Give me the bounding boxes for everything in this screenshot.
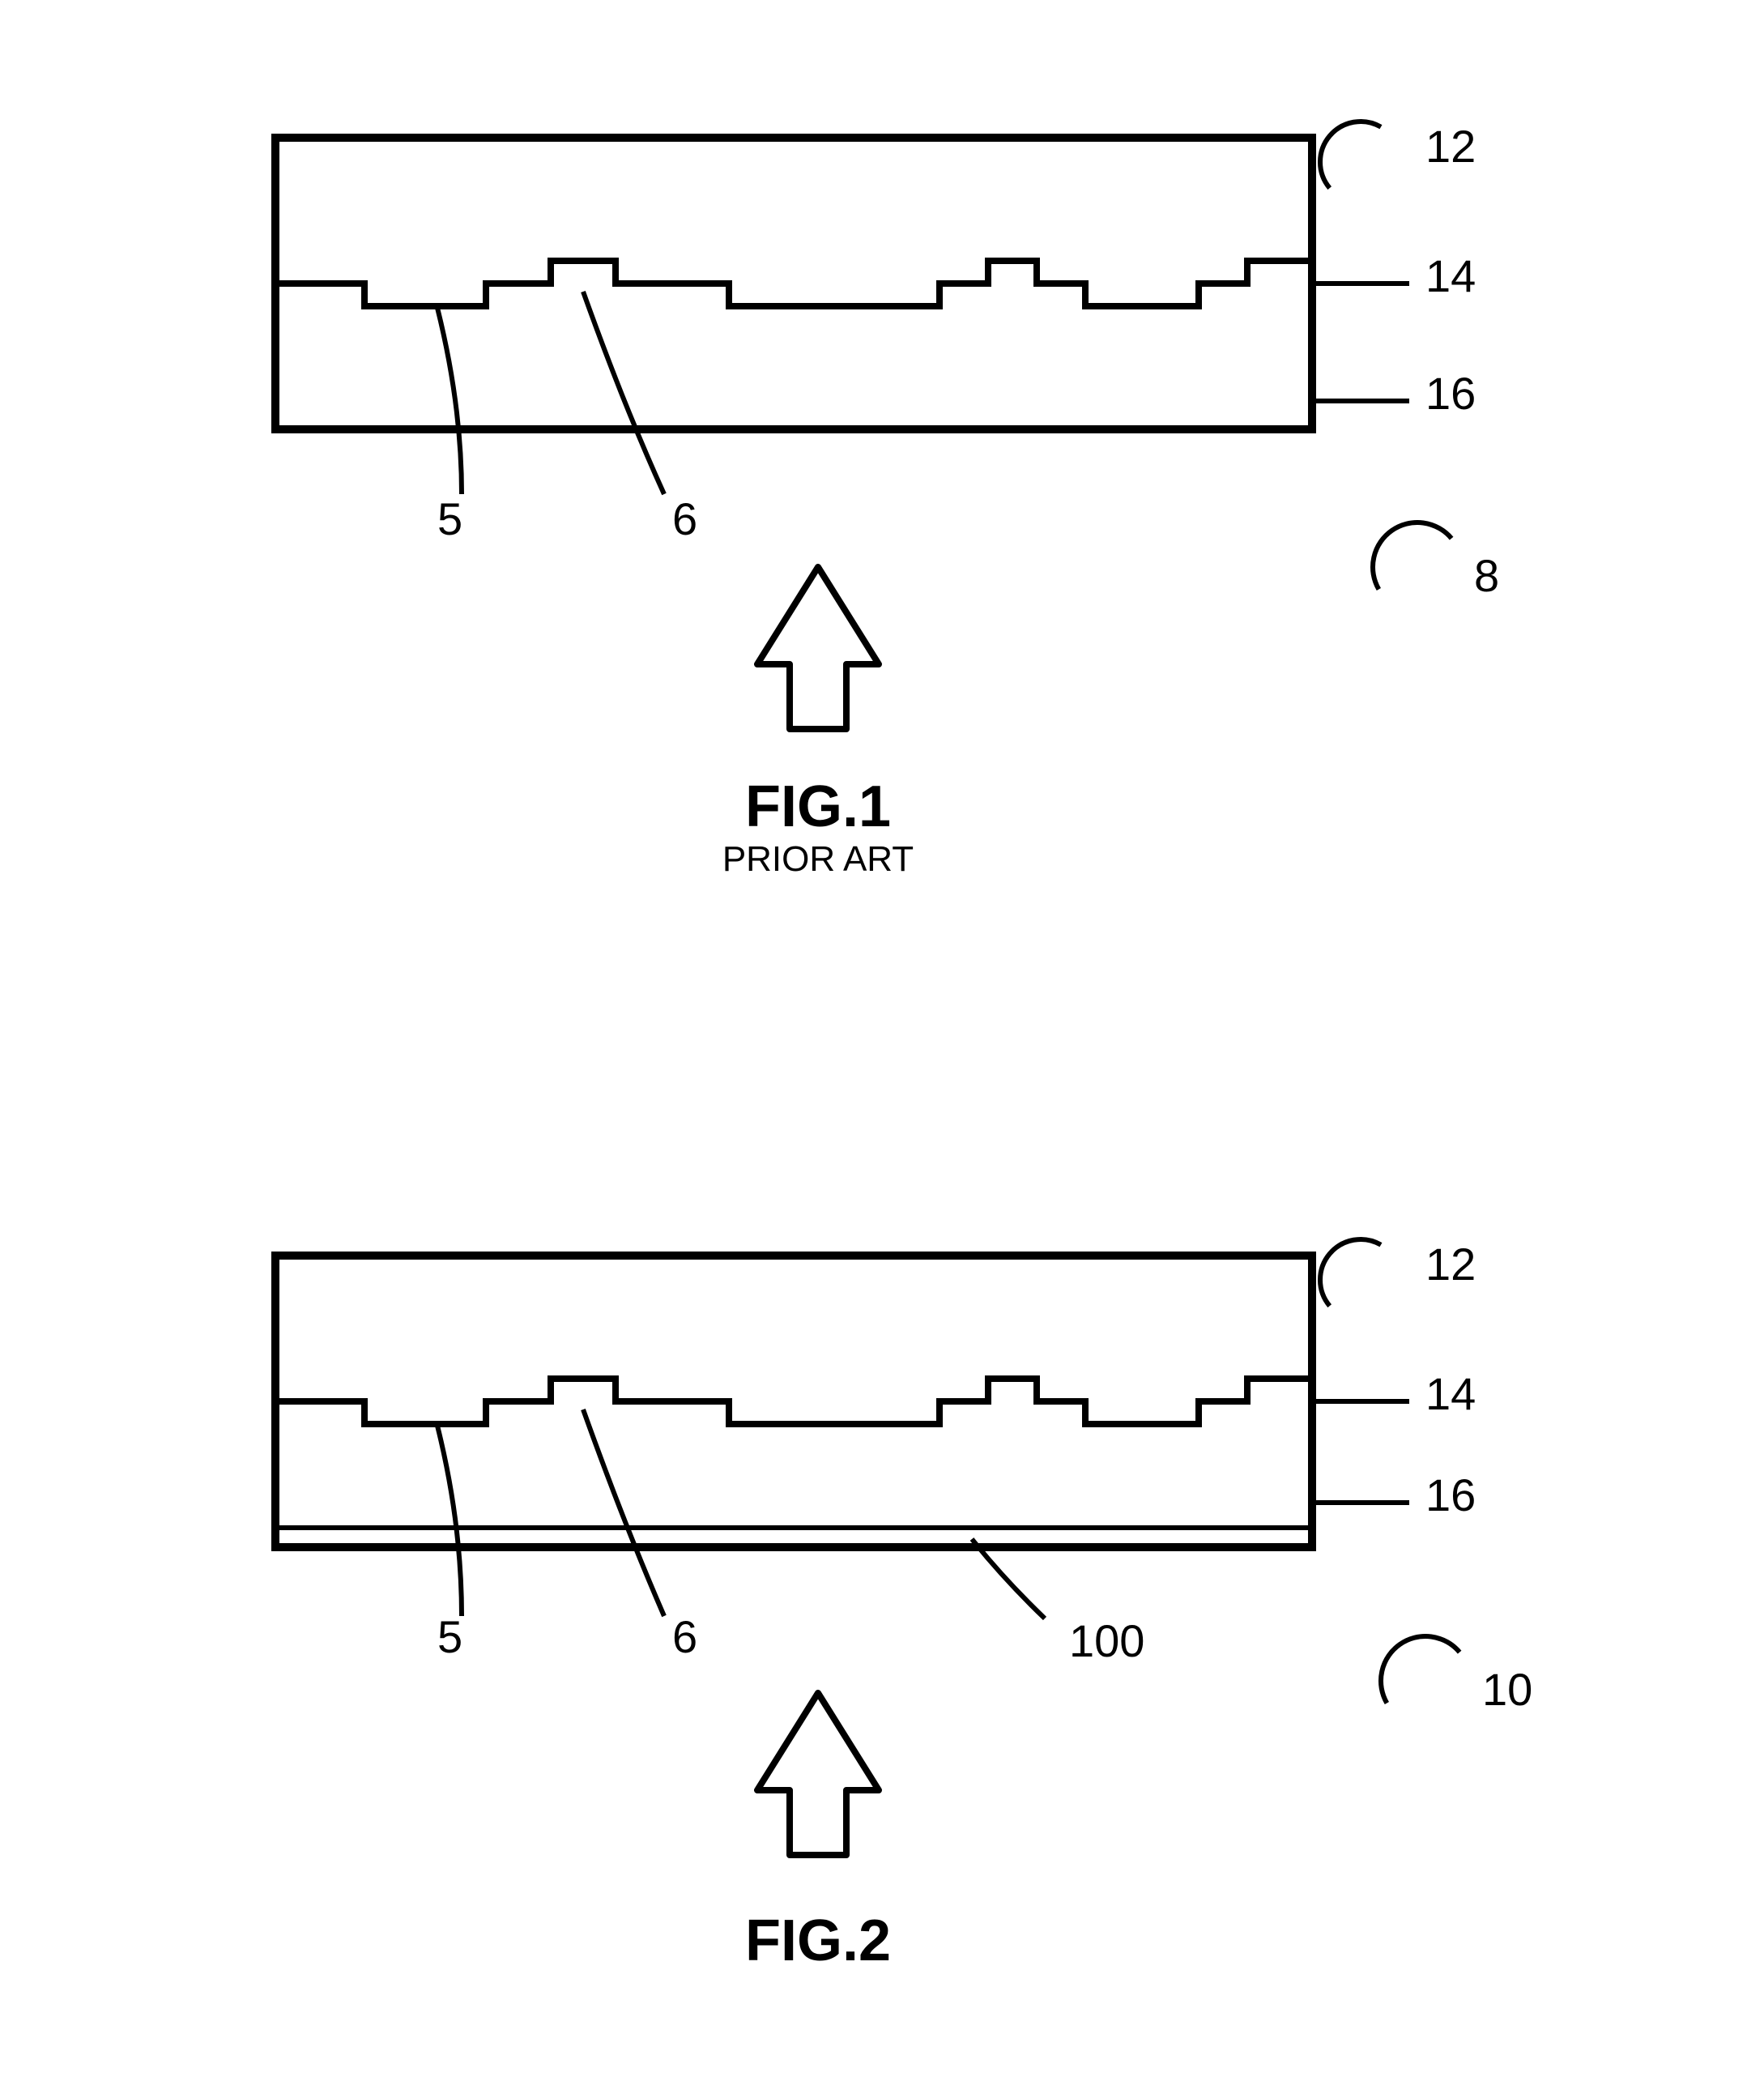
ref-label-6: 6 bbox=[672, 493, 697, 544]
ref-label-5: 5 bbox=[437, 1611, 462, 1662]
figure-subtitle: PRIOR ART bbox=[722, 839, 914, 879]
ref-label-5: 5 bbox=[437, 493, 462, 544]
ref-label-14: 14 bbox=[1425, 1368, 1476, 1419]
ref-label-16: 16 bbox=[1425, 1469, 1476, 1520]
ref-label-8: 8 bbox=[1474, 550, 1499, 601]
figure-title: FIG.2 bbox=[745, 1908, 891, 1973]
ref-label-16: 16 bbox=[1425, 368, 1476, 419]
ref-label-12: 12 bbox=[1425, 1239, 1476, 1290]
canvas-bg bbox=[0, 0, 1764, 2081]
ref-label-14: 14 bbox=[1425, 250, 1476, 301]
ref-label-10: 10 bbox=[1482, 1664, 1532, 1715]
ref-label-100: 100 bbox=[1069, 1615, 1144, 1666]
figure-title: FIG.1 bbox=[745, 774, 891, 839]
ref-label-12: 12 bbox=[1425, 121, 1476, 172]
ref-label-6: 6 bbox=[672, 1611, 697, 1662]
